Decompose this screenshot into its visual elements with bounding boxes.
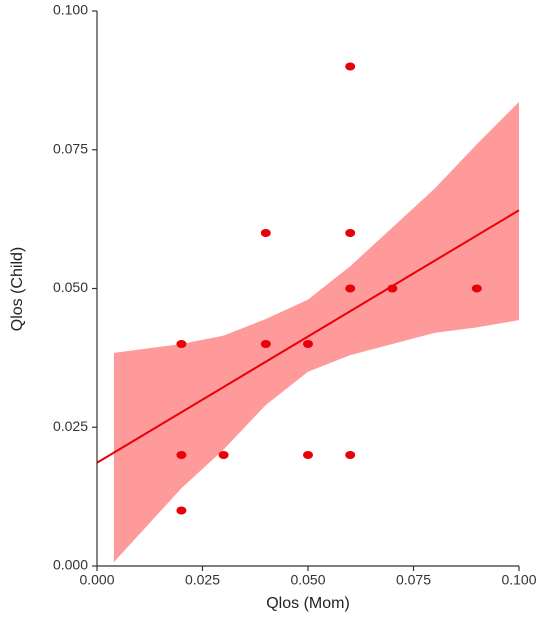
y-tick-label: 0.000 [53, 557, 88, 573]
point [176, 340, 187, 348]
point [345, 229, 356, 237]
point [345, 451, 356, 459]
point [345, 62, 356, 71]
point [387, 284, 398, 293]
x-tick-label: 0.000 [79, 572, 114, 588]
point [345, 284, 356, 293]
point [176, 451, 187, 459]
point [303, 451, 313, 459]
point [260, 340, 271, 348]
y-tick-label: 0.050 [53, 279, 88, 295]
x-tick-label: 0.025 [185, 572, 220, 588]
y-axis-title: Qlos (Child) [9, 247, 26, 331]
y-tick-label: 0.075 [53, 140, 88, 156]
fit-line [96, 209, 520, 464]
plot-area: 0.000 0.025 0.050 0.075 0.100 0.000 0.025 0.050… [53, 2, 537, 588]
y-tick-label: 0.100 [53, 2, 88, 18]
x-tick-label: 0.100 [501, 572, 536, 588]
y-tick-label: 0.025 [53, 418, 88, 434]
point [260, 229, 271, 237]
x-tick-label: 0.050 [290, 572, 325, 588]
point [471, 284, 482, 293]
x-axis-title: Qlos (Mom) [266, 595, 350, 612]
point [218, 451, 229, 459]
point [303, 340, 313, 348]
point [176, 506, 187, 515]
x-tick-label: 0.075 [396, 572, 431, 588]
